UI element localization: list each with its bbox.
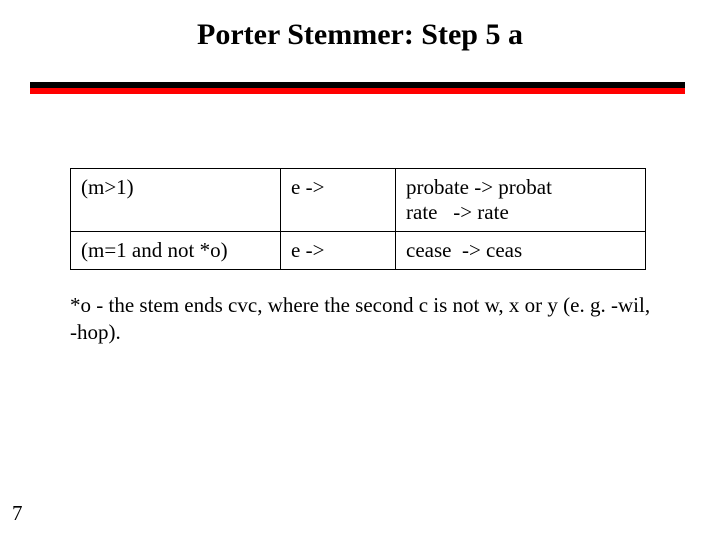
slide-title: Porter Stemmer: Step 5 a [0,18,720,52]
table-row: (m>1) e -> probate -> probat rate -> rat… [71,169,646,232]
divider-red [30,88,685,94]
cell-condition: (m=1 and not *o) [71,232,281,270]
cell-condition: (m>1) [71,169,281,232]
footnote: *o - the stem ends cvc, where the second… [70,292,660,347]
slide: Porter Stemmer: Step 5 a (m>1) e -> prob… [0,0,720,540]
table-row: (m=1 and not *o) e -> cease -> ceas [71,232,646,270]
rules-table: (m>1) e -> probate -> probat rate -> rat… [70,168,646,270]
cell-rule: e -> [281,169,396,232]
cell-rule: e -> [281,232,396,270]
cell-examples: cease -> ceas [396,232,646,270]
page-number: 7 [12,501,23,526]
cell-examples: probate -> probat rate -> rate [396,169,646,232]
